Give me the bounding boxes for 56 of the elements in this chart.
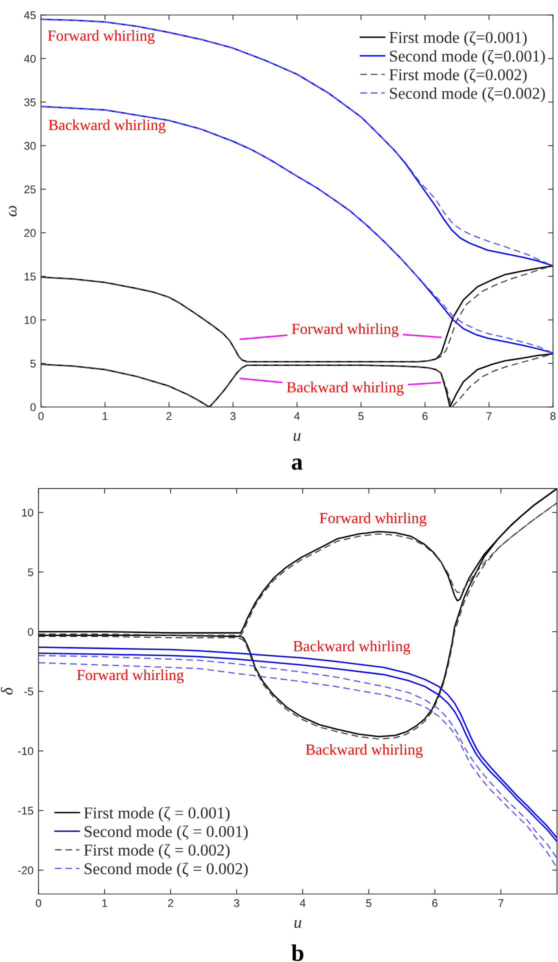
- x-tick-label: 2: [168, 899, 174, 907]
- x-tick-label: 1: [102, 899, 108, 907]
- x-tick-label: 3: [234, 899, 240, 908]
- y-tick-label: 10: [22, 508, 34, 517]
- x-tick-label: 3: [230, 412, 236, 420]
- y-tick-label: 30: [24, 142, 36, 150]
- x-tick-label: 7: [486, 412, 492, 420]
- y-tick-label: -5: [24, 688, 34, 696]
- annotation: Forward whirling: [48, 30, 155, 44]
- annotation: Backward whirling: [48, 119, 166, 134]
- x-axis-title: u: [294, 433, 301, 441]
- y-tick-label: 0: [30, 403, 36, 412]
- y-tick-label: 5: [28, 568, 34, 576]
- y-tick-label: 35: [24, 98, 36, 106]
- x-tick-label: 8: [550, 412, 556, 420]
- x-tick-label: 0: [38, 412, 44, 420]
- x-tick-label: 7: [498, 899, 504, 907]
- y-axis-title: δ: [0, 687, 13, 695]
- annotation: Forward whirling: [320, 512, 426, 526]
- y-tick-label: -10: [18, 747, 34, 756]
- y-tick-label: -15: [18, 806, 34, 815]
- legend-label: Second mode (ζ = 0.002): [84, 862, 248, 878]
- x-tick-label: 0: [36, 899, 42, 908]
- y-axis-title: ω: [8, 206, 17, 216]
- y-tick-label: -20: [18, 866, 34, 874]
- x-tick-label: 6: [422, 412, 428, 420]
- y-tick-label: 20: [24, 229, 36, 237]
- y-tick-label: 10: [24, 316, 36, 324]
- annotation: Forward whirling: [292, 323, 399, 338]
- x-tick-label: 6: [432, 899, 438, 908]
- legend-label: Second mode (ζ = 0.001): [84, 825, 248, 840]
- legend-label: First mode (ζ = 0.001): [84, 806, 230, 822]
- legend-label: Second mode (ζ=0.002): [390, 87, 545, 102]
- x-tick-label: 2: [166, 412, 172, 420]
- y-tick-label: 0: [28, 628, 34, 636]
- y-tick-label: 45: [24, 11, 36, 20]
- legend-label: First mode (ζ = 0.002): [84, 844, 230, 860]
- y-tick-label: 15: [24, 272, 36, 280]
- text: b: [291, 944, 304, 962]
- x-axis-title: u: [294, 920, 302, 928]
- text: a: [292, 458, 303, 470]
- x-tick-label: 4: [300, 899, 306, 907]
- y-tick-label: 25: [24, 185, 36, 194]
- y-tick-label: 5: [30, 360, 36, 368]
- legend-label: First mode (ζ=0.001): [389, 31, 527, 46]
- x-tick-label: 4: [294, 412, 300, 420]
- annotation: Backward whirling: [286, 382, 404, 396]
- x-tick-label: 1: [102, 412, 108, 420]
- annotation: Backward whirling: [293, 640, 410, 654]
- legend-label: First mode (ζ=0.002): [389, 68, 527, 84]
- x-tick-label: 5: [358, 412, 364, 420]
- y-tick-label: 40: [24, 54, 36, 63]
- annotation: Forward whirling: [77, 669, 184, 684]
- x-tick-label: 5: [366, 899, 372, 908]
- annotation: Backward whirling: [306, 744, 423, 758]
- legend-label: Second mode (ζ=0.001): [390, 50, 545, 65]
